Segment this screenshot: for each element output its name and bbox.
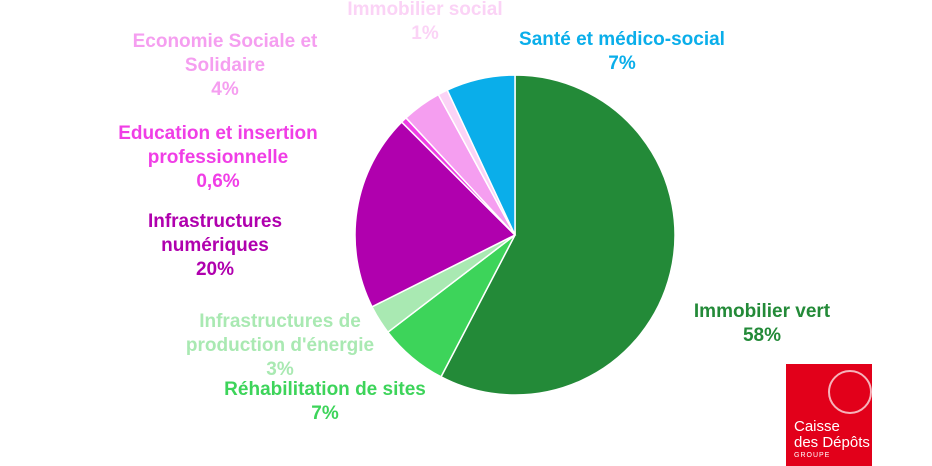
category-label: Economie Sociale et Solidaire — [132, 31, 318, 76]
slice-label: Immobilier social 1% — [347, 0, 502, 46]
slice-label: Education et insertion professionnelle 0,… — [103, 122, 333, 194]
category-label: Réhabilitation de sites — [224, 379, 426, 400]
logo-seal — [828, 370, 872, 414]
value-label: 7% — [311, 403, 339, 424]
pie-slice — [446, 74, 516, 236]
logo: Caisse des Dépôts GROUPE — [786, 364, 872, 466]
category-label: Immobilier social — [347, 0, 503, 20]
pie-slice — [439, 74, 676, 396]
slice-label: Economie Sociale et Solidaire 4% — [120, 30, 330, 102]
value-label: 1% — [411, 23, 439, 44]
slice-label: Réhabilitation de sites 7% — [224, 378, 426, 426]
value-label: 0,6% — [196, 171, 240, 192]
value-label: 58% — [742, 325, 782, 346]
category-label: Santé et médico-social — [519, 29, 725, 50]
value-label: 4% — [211, 79, 239, 100]
value-label: 3% — [266, 359, 294, 380]
category-label: Immobilier vert — [693, 301, 831, 322]
value-label: 20% — [195, 259, 235, 280]
pie-slice — [354, 120, 517, 308]
category-label: Infrastructures numériques — [147, 211, 283, 256]
value-label: 7% — [608, 53, 636, 74]
logo-text: Caisse — [794, 418, 840, 435]
logo-text: GROUPE — [794, 452, 831, 459]
slice-label: Infrastructures numériques 20% — [130, 210, 300, 282]
slice-label: Immobilier vert 58% — [694, 300, 830, 348]
slice-label: Santé et médico-social 7% — [519, 28, 725, 76]
logo-text: des Dépôts — [794, 434, 870, 451]
category-label: Infrastructures de production d'énergie — [185, 311, 375, 356]
category-label: Education et insertion professionnelle — [118, 123, 318, 168]
slice-label: Infrastructures de production d'énergie 3… — [170, 310, 390, 382]
